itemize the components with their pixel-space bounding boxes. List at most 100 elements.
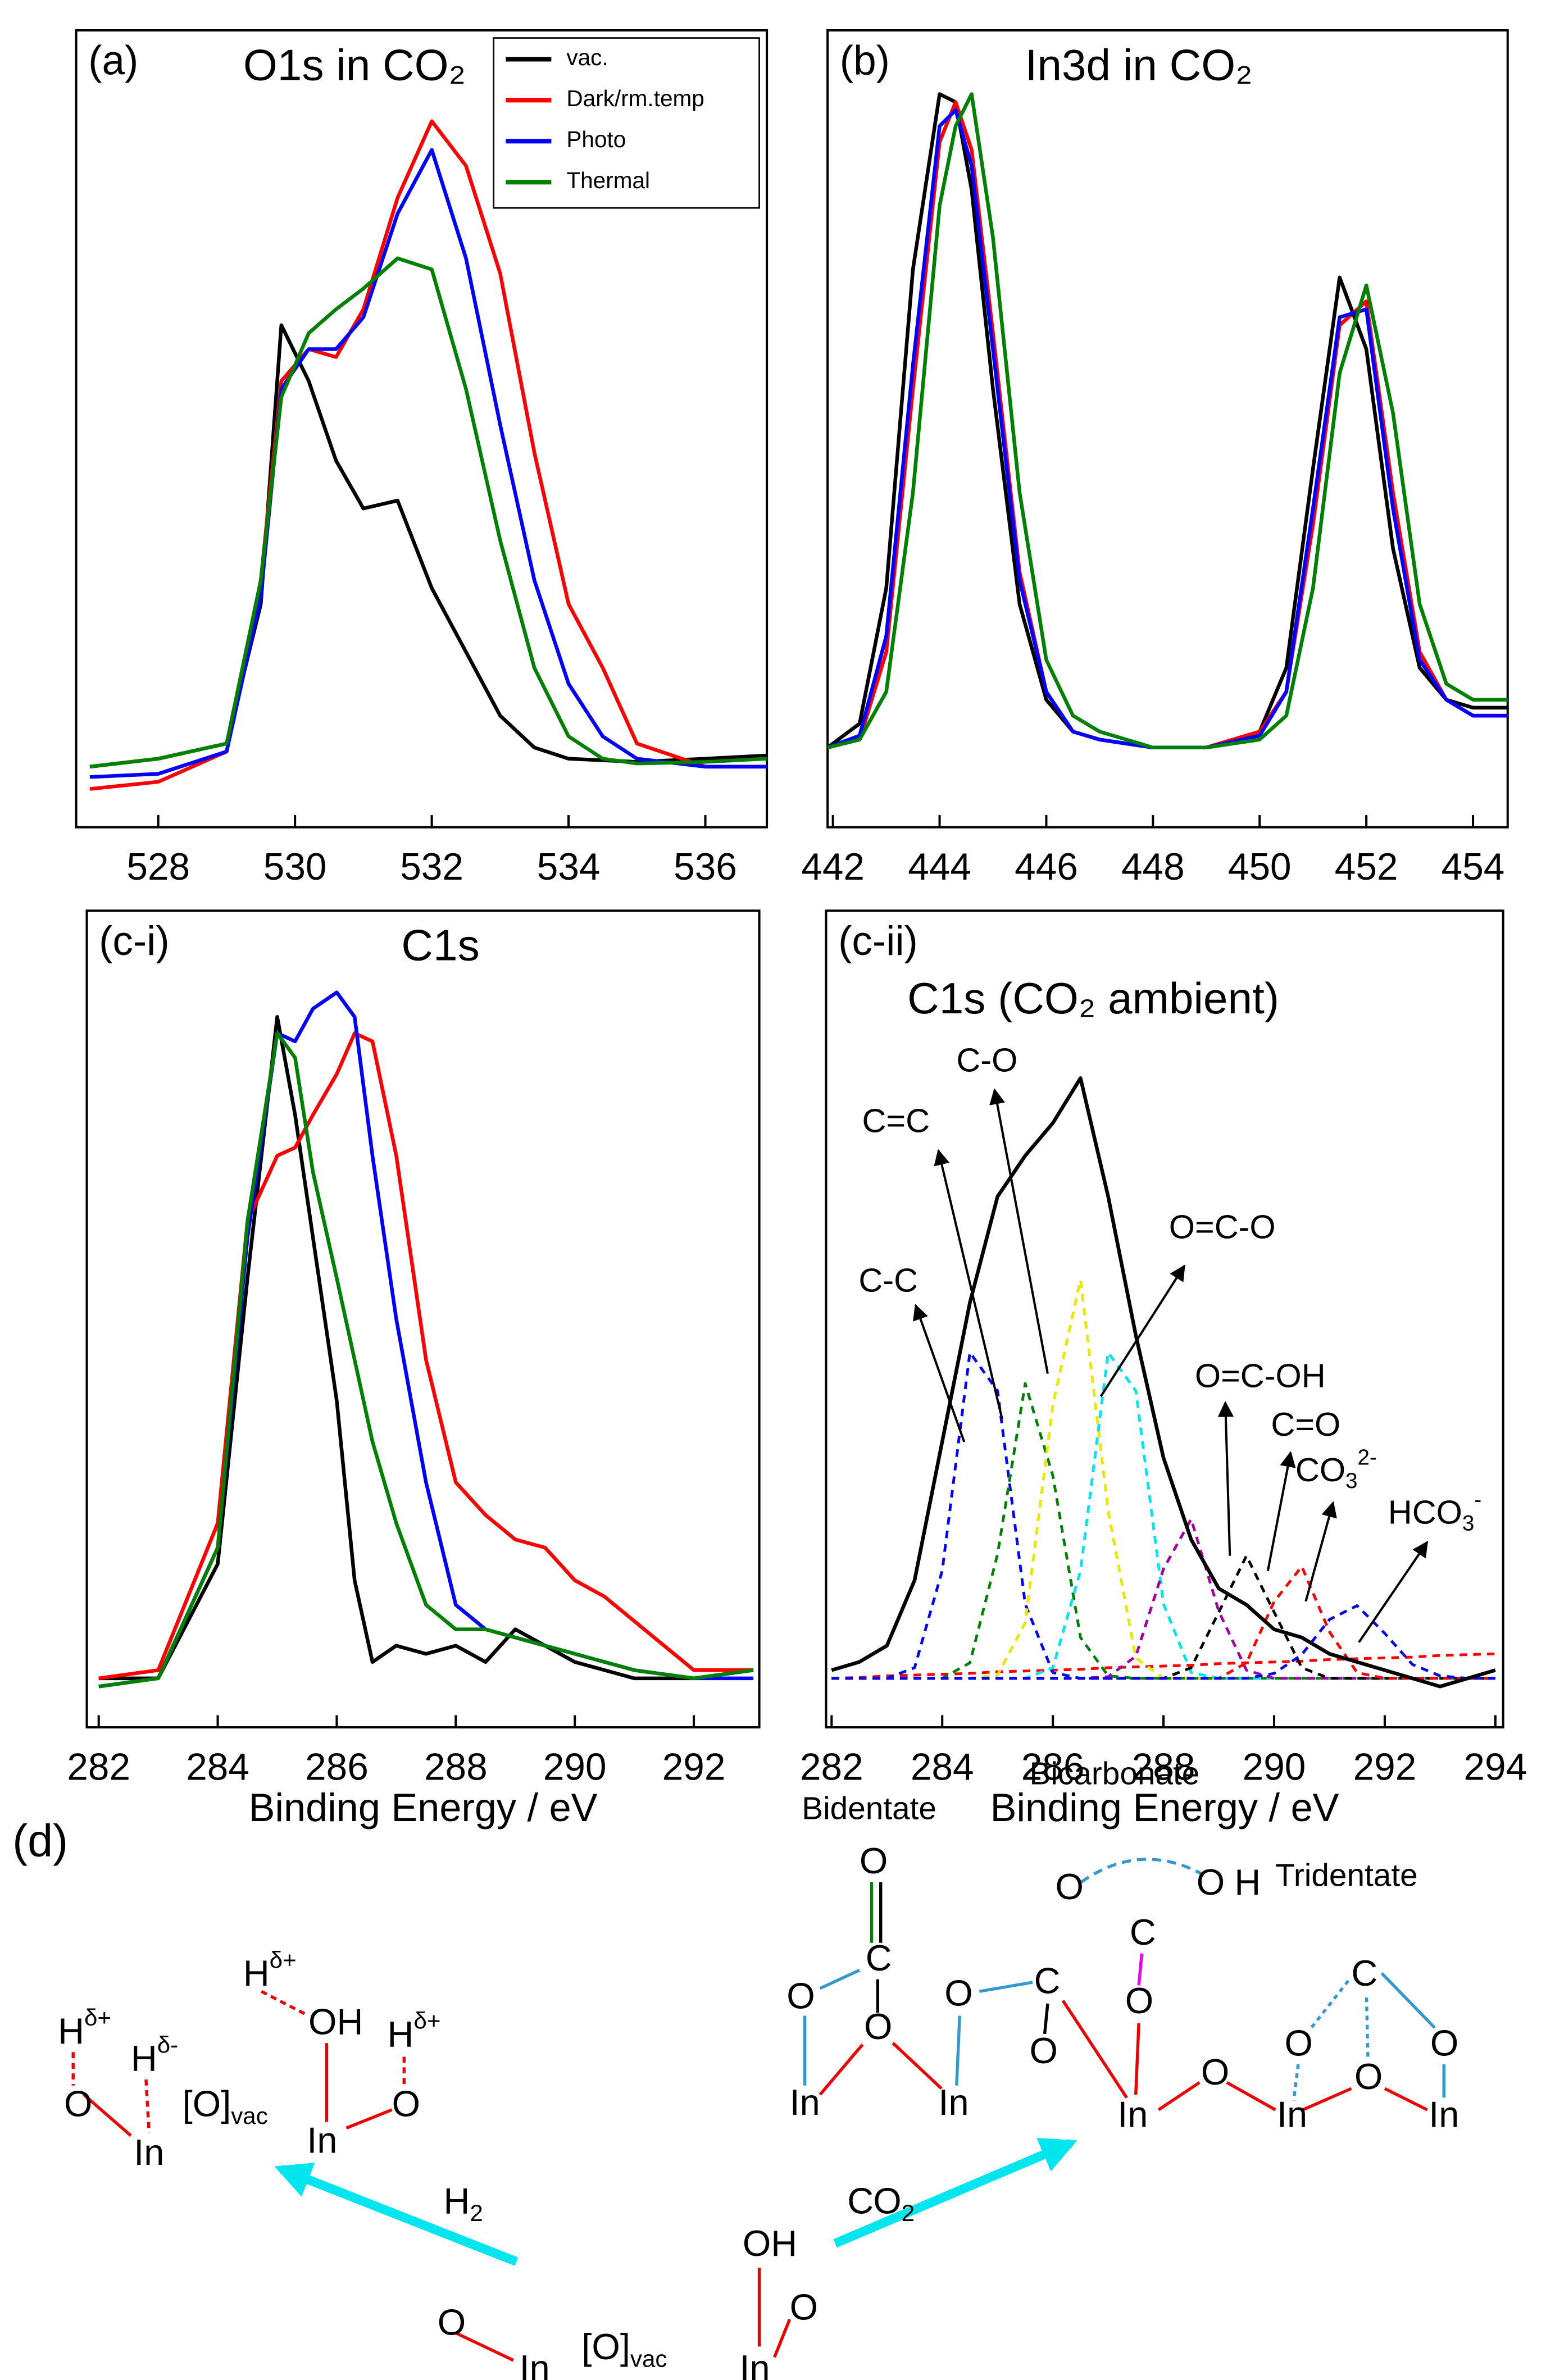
bond	[345, 2108, 393, 2129]
diagram-text-main: O	[1201, 2051, 1229, 2092]
series-line	[831, 1517, 1495, 1680]
legend-label: Dark/rm.temp	[566, 85, 704, 111]
annotation-main: O=C-OH	[1195, 1357, 1326, 1394]
diagram-text: In	[1277, 2094, 1307, 2135]
annotation-sub: 3	[1345, 1469, 1357, 1493]
diagram-text-main: O	[1055, 1866, 1083, 1907]
diagram-text: Hδ-	[131, 2032, 178, 2079]
diagram-text: O	[1354, 2056, 1383, 2097]
chart-title: In3d in CO₂	[1025, 40, 1253, 89]
bond	[979, 1981, 1033, 1993]
annotation: C-O	[956, 1041, 1017, 1078]
annotation-arrow	[1217, 1400, 1234, 1556]
diagram-text: O	[1285, 2023, 1313, 2064]
series-line	[827, 92, 1508, 750]
x-tick-label: 286	[305, 1746, 369, 1789]
diagram-text: Bicarbonate	[1030, 1756, 1200, 1792]
plot-frame	[85, 909, 761, 1729]
bond	[1043, 2003, 1049, 2035]
diagram-text-main: O	[1430, 2023, 1458, 2064]
diagram-text-main: C	[1351, 1953, 1377, 1994]
x-tick-label: 282	[67, 1746, 130, 1789]
diagram-text: Bidentate	[802, 1791, 936, 1827]
diagram-text-main: C	[1034, 1960, 1061, 2001]
x-tick-label: 294	[1464, 1746, 1527, 1789]
diagram-text-main: O	[64, 2083, 92, 2124]
diagram-text-main: O	[1030, 2030, 1058, 2071]
series-line	[831, 1278, 1495, 1680]
diagram-text-main: H	[58, 2010, 84, 2051]
diagram-text-sup: δ+	[84, 2004, 111, 2031]
diagram-text-main: O	[944, 1972, 972, 2013]
panel-label: (a)	[88, 38, 138, 84]
diagram-text-main: H	[388, 2013, 414, 2054]
annotation-arrow	[934, 1149, 1003, 1419]
diagram-text-main: In	[520, 2347, 550, 2380]
diagram-text-main: O	[860, 1840, 888, 1881]
x-tick-label: 288	[1132, 1746, 1195, 1789]
bond	[1302, 2087, 1352, 2111]
bond	[1365, 1997, 1370, 2062]
panel-label: (c-ii)	[838, 918, 918, 964]
diagram-text: C	[1351, 1953, 1377, 1994]
diagram-text: O	[786, 1976, 815, 2017]
diagram-text: O2	[873, 2181, 915, 2226]
x-tick-label: 534	[537, 846, 601, 888]
annotation-arrow	[913, 1304, 966, 1442]
x-tick-label: 442	[801, 846, 865, 888]
diagram-text-main: OH	[743, 2223, 797, 2264]
series-line	[98, 1015, 754, 1681]
x-tick-label: 292	[1353, 1746, 1417, 1789]
x-tick-label: 446	[1015, 846, 1078, 888]
annotation-arrow	[1358, 1541, 1429, 1643]
series-line	[831, 1604, 1495, 1680]
diagram-text-main: In	[938, 2082, 969, 2123]
diagram-text: C	[847, 2181, 874, 2222]
bond	[1307, 1979, 1350, 2032]
diagram-text-main: [O]	[183, 2083, 231, 2124]
annotation-main: C-C	[858, 1261, 918, 1299]
chart-title: C1s	[401, 921, 479, 970]
series-line	[827, 100, 1508, 750]
plot-frame	[75, 29, 769, 829]
series-line	[89, 323, 767, 769]
bond	[1380, 1972, 1436, 2029]
x-tick-label: 536	[674, 846, 737, 888]
diagram-text: Hδ+	[58, 2004, 111, 2051]
bond	[955, 2015, 961, 2086]
diagram-text-sup: δ+	[270, 1946, 297, 1973]
diagram-text: O	[1125, 1980, 1153, 2021]
diagram-text: O	[860, 1840, 888, 1881]
x-tick-label: 288	[424, 1746, 488, 1789]
diagram-text: In	[1429, 2094, 1459, 2135]
diagram-text-main: [O]	[581, 2326, 630, 2367]
diagram-text: O	[1201, 2051, 1229, 2092]
series-line	[831, 1652, 1495, 1680]
series-line	[98, 1031, 754, 1689]
legend-label: Photo	[566, 126, 626, 152]
diagram-text: OH	[743, 2223, 797, 2264]
chart-title: O1s in CO₂	[243, 40, 466, 89]
diagram-text-main: O	[1285, 2023, 1313, 2064]
x-tick-label: 282	[800, 1746, 863, 1789]
x-tick-label: 532	[400, 846, 463, 888]
diagram-text-sub: 2	[902, 2200, 915, 2226]
bond	[773, 2318, 792, 2358]
diagram-text-main: O	[392, 2083, 420, 2124]
diagram-text: O	[64, 2083, 92, 2124]
annotation-sup: -	[1474, 1488, 1481, 1512]
annotation-main: HCO	[1388, 1493, 1462, 1531]
bond	[1134, 2023, 1140, 2095]
diagram-text-main: OH	[308, 2001, 363, 2042]
annotation-sub: 3	[1462, 1512, 1474, 1536]
diagram-text-main: In	[790, 2082, 820, 2123]
chart-title: C1s (CO₂ ambient)	[907, 973, 1279, 1023]
diagram-text: In	[1117, 2094, 1148, 2135]
x-tick-label: 454	[1442, 846, 1505, 888]
x-tick-label: 450	[1228, 846, 1292, 888]
series-line	[98, 1031, 753, 1681]
bond	[1137, 1953, 1144, 1986]
annotation: C=C	[862, 1102, 930, 1139]
diagram-text: O	[438, 2302, 466, 2343]
diagram-text: In	[790, 2082, 820, 2123]
